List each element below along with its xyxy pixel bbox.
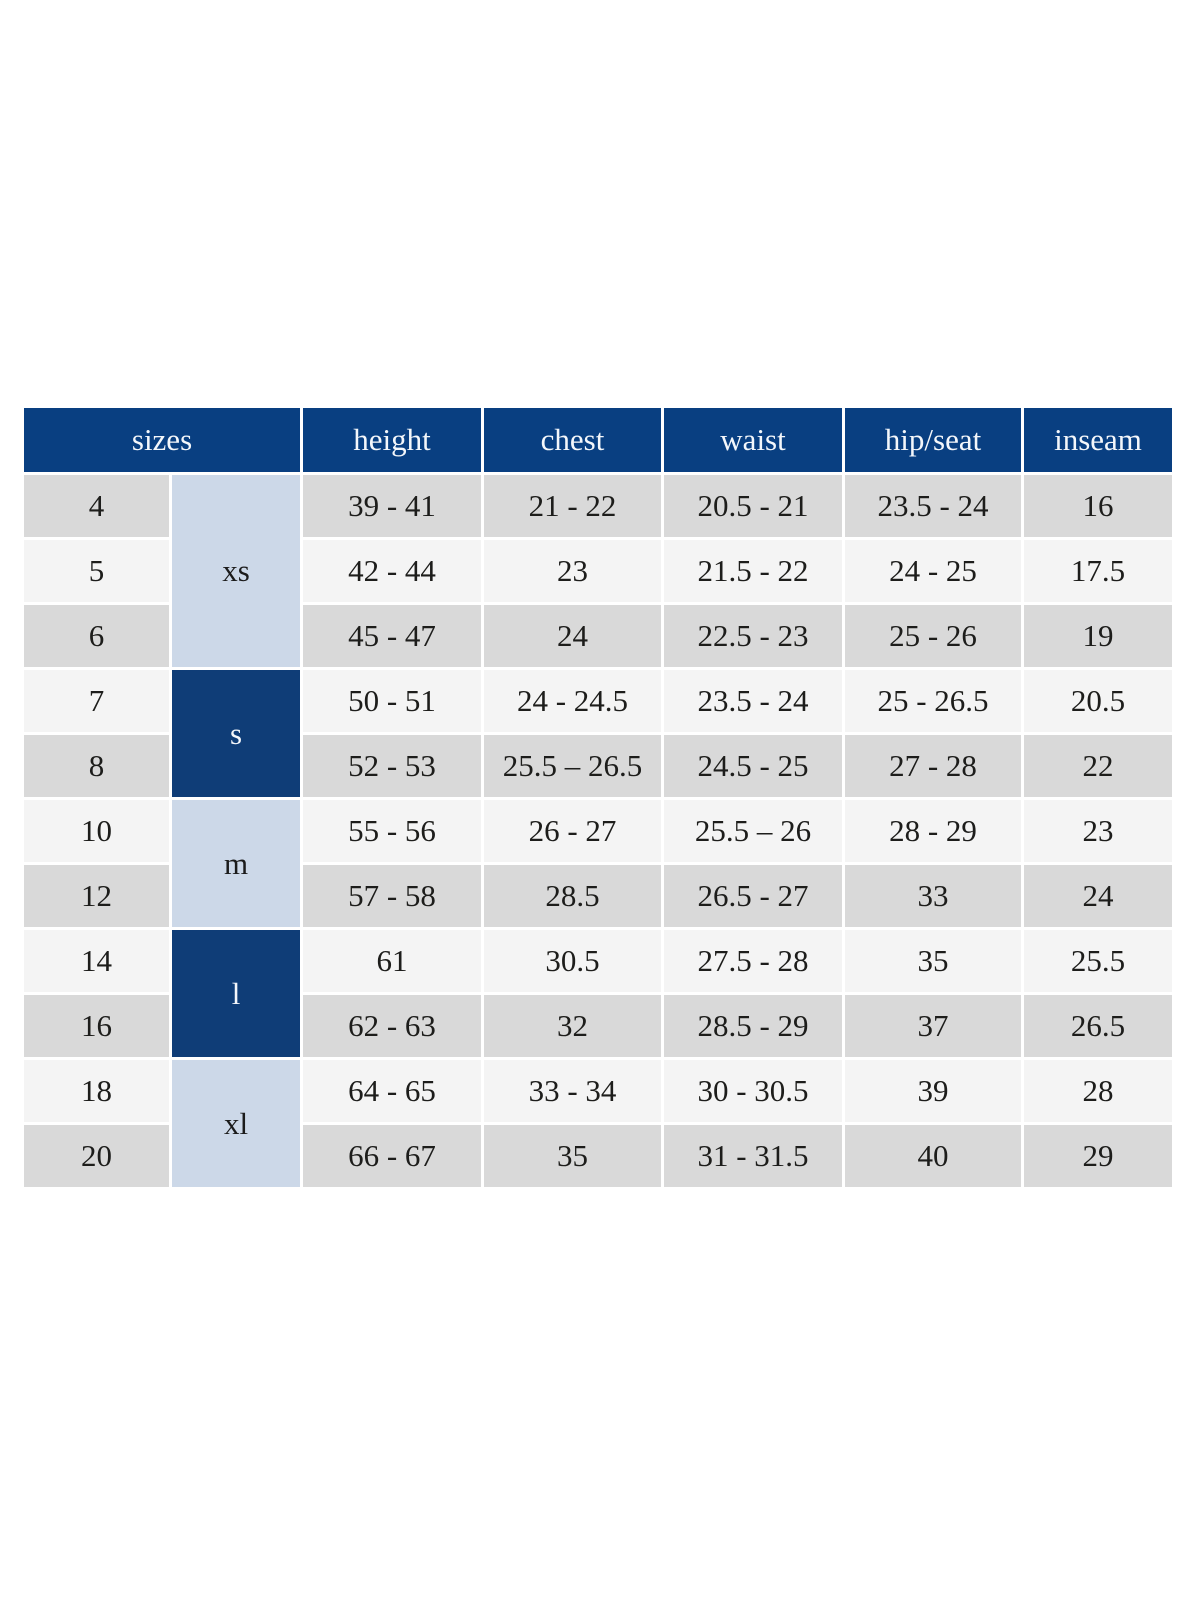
chest-cell: 21 - 22 bbox=[484, 475, 662, 537]
table-row-size-20: 20 66 - 67 35 31 - 31.5 40 29 bbox=[24, 1125, 1173, 1187]
header-cell-waist: waist bbox=[664, 408, 843, 472]
waist-cell: 25.5 – 26 bbox=[664, 800, 843, 862]
waist-cell: 30 - 30.5 bbox=[664, 1060, 843, 1122]
waist-cell: 27.5 - 28 bbox=[664, 930, 843, 992]
hipseat-cell: 23.5 - 24 bbox=[845, 475, 1022, 537]
size-cell: 7 bbox=[24, 670, 169, 732]
size-cell: 18 bbox=[24, 1060, 169, 1122]
height-cell: 62 - 63 bbox=[303, 995, 482, 1057]
chest-cell: 28.5 bbox=[484, 865, 662, 927]
table-row-size-16: 16 62 - 63 32 28.5 - 29 37 26.5 bbox=[24, 995, 1173, 1057]
height-cell: 61 bbox=[303, 930, 482, 992]
height-cell: 39 - 41 bbox=[303, 475, 482, 537]
height-cell: 64 - 65 bbox=[303, 1060, 482, 1122]
table-row-size-12: 12 57 - 58 28.5 26.5 - 27 33 24 bbox=[24, 865, 1173, 927]
inseam-cell: 29 bbox=[1024, 1125, 1173, 1187]
waist-cell: 31 - 31.5 bbox=[664, 1125, 843, 1187]
waist-cell: 26.5 - 27 bbox=[664, 865, 843, 927]
inseam-cell: 23 bbox=[1024, 800, 1173, 862]
size-cell: 16 bbox=[24, 995, 169, 1057]
size-cell: 10 bbox=[24, 800, 169, 862]
table-row-size-14: 14 l 61 30.5 27.5 - 28 35 25.5 bbox=[24, 930, 1173, 1057]
waist-cell: 28.5 - 29 bbox=[664, 995, 843, 1057]
waist-cell: 21.5 - 22 bbox=[664, 540, 843, 602]
header-cell-inseam: inseam bbox=[1024, 408, 1173, 472]
inseam-cell: 26.5 bbox=[1024, 995, 1173, 1057]
height-cell: 42 - 44 bbox=[303, 540, 482, 602]
inseam-cell: 28 bbox=[1024, 1060, 1173, 1122]
chest-cell: 25.5 – 26.5 bbox=[484, 735, 662, 797]
table-row-size-7: 7 s 50 - 51 24 - 24.5 23.5 - 24 25 - 26.… bbox=[24, 670, 1173, 797]
size-chart: sizes height chest waist hip/seat inseam… bbox=[21, 405, 1175, 1190]
size-group-cell-s: s bbox=[172, 670, 301, 797]
height-cell: 52 - 53 bbox=[303, 735, 482, 797]
size-group-cell-xl: xl bbox=[172, 1060, 301, 1187]
height-cell: 55 - 56 bbox=[303, 800, 482, 862]
size-group-cell-xs: xs bbox=[172, 475, 301, 667]
chest-cell: 35 bbox=[484, 1125, 662, 1187]
chest-cell: 24 bbox=[484, 605, 662, 667]
height-cell: 66 - 67 bbox=[303, 1125, 482, 1187]
hipseat-cell: 25 - 26.5 bbox=[845, 670, 1022, 732]
size-cell: 20 bbox=[24, 1125, 169, 1187]
table-row-size-10: 10 m 55 - 56 26 - 27 25.5 – 26 28 - 29 2… bbox=[24, 800, 1173, 927]
chest-cell: 32 bbox=[484, 995, 662, 1057]
size-cell: 8 bbox=[24, 735, 169, 797]
size-cell: 4 bbox=[24, 475, 169, 537]
header-cell-hipseat: hip/seat bbox=[845, 408, 1022, 472]
header-cell-height: height bbox=[303, 408, 482, 472]
header-cell-chest: chest bbox=[484, 408, 662, 472]
chest-cell: 33 - 34 bbox=[484, 1060, 662, 1122]
inseam-cell: 22 bbox=[1024, 735, 1173, 797]
table-row-size-6: 6 45 - 47 24 22.5 - 23 25 - 26 19 bbox=[24, 605, 1173, 667]
inseam-cell: 19 bbox=[1024, 605, 1173, 667]
inseam-cell: 25.5 bbox=[1024, 930, 1173, 992]
height-cell: 57 - 58 bbox=[303, 865, 482, 927]
size-group-cell-m: m bbox=[172, 800, 301, 927]
hipseat-cell: 24 - 25 bbox=[845, 540, 1022, 602]
hipseat-cell: 37 bbox=[845, 995, 1022, 1057]
height-cell: 45 - 47 bbox=[303, 605, 482, 667]
table-row-size-4: 4 xs 39 - 41 21 - 22 20.5 - 21 23.5 - 24… bbox=[24, 475, 1173, 667]
hipseat-cell: 35 bbox=[845, 930, 1022, 992]
hipseat-cell: 25 - 26 bbox=[845, 605, 1022, 667]
hipseat-cell: 28 - 29 bbox=[845, 800, 1022, 862]
size-chart-table: sizes height chest waist hip/seat inseam… bbox=[21, 405, 1175, 1190]
size-cell: 14 bbox=[24, 930, 169, 992]
table-row-size-5: 5 42 - 44 23 21.5 - 22 24 - 25 17.5 bbox=[24, 540, 1173, 602]
hipseat-cell: 27 - 28 bbox=[845, 735, 1022, 797]
size-cell: 6 bbox=[24, 605, 169, 667]
waist-cell: 22.5 - 23 bbox=[664, 605, 843, 667]
chest-cell: 26 - 27 bbox=[484, 800, 662, 862]
inseam-cell: 17.5 bbox=[1024, 540, 1173, 602]
hipseat-cell: 40 bbox=[845, 1125, 1022, 1187]
hipseat-cell: 33 bbox=[845, 865, 1022, 927]
size-cell: 5 bbox=[24, 540, 169, 602]
header-cell-sizes: sizes bbox=[24, 408, 301, 472]
table-row-size-8: 8 52 - 53 25.5 – 26.5 24.5 - 25 27 - 28 … bbox=[24, 735, 1173, 797]
header-row: sizes height chest waist hip/seat inseam bbox=[24, 408, 1173, 472]
chest-cell: 24 - 24.5 bbox=[484, 670, 662, 732]
inseam-cell: 24 bbox=[1024, 865, 1173, 927]
size-cell: 12 bbox=[24, 865, 169, 927]
chest-cell: 30.5 bbox=[484, 930, 662, 992]
waist-cell: 23.5 - 24 bbox=[664, 670, 843, 732]
waist-cell: 20.5 - 21 bbox=[664, 475, 843, 537]
waist-cell: 24.5 - 25 bbox=[664, 735, 843, 797]
height-cell: 50 - 51 bbox=[303, 670, 482, 732]
inseam-cell: 20.5 bbox=[1024, 670, 1173, 732]
hipseat-cell: 39 bbox=[845, 1060, 1022, 1122]
table-row-size-18: 18 xl 64 - 65 33 - 34 30 - 30.5 39 28 bbox=[24, 1060, 1173, 1187]
chest-cell: 23 bbox=[484, 540, 662, 602]
inseam-cell: 16 bbox=[1024, 475, 1173, 537]
size-group-cell-l: l bbox=[172, 930, 301, 1057]
